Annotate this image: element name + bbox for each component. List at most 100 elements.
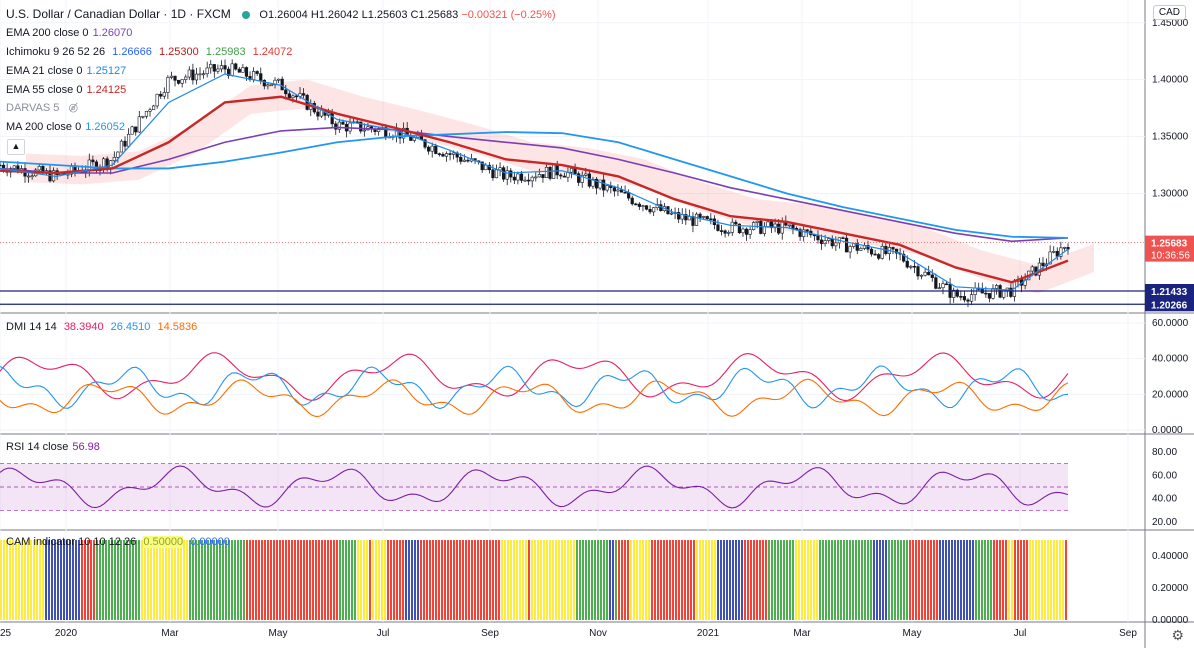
cam-bar	[747, 540, 749, 620]
candle-body	[991, 288, 995, 299]
cam-bar	[717, 540, 719, 620]
cam-bar	[726, 540, 728, 620]
legend-cam[interactable]: CAM indicator 10 10 12 26 0.50000 0.0000…	[6, 536, 230, 548]
legend-ema21[interactable]: EMA 21 close 0 1.25127	[6, 65, 127, 77]
candle-body	[141, 115, 145, 118]
legend-ema55[interactable]: EMA 55 close 0 1.24125	[6, 84, 127, 96]
cam-tick-label: 0.20000	[1152, 583, 1189, 594]
cam-bar	[495, 540, 497, 620]
cam-bar	[156, 540, 158, 620]
cam-bar	[456, 540, 458, 620]
candle-body	[502, 167, 506, 180]
cam-bar	[567, 540, 569, 620]
cam-bar	[684, 540, 686, 620]
cam-bar	[300, 540, 302, 620]
eye-hidden-icon[interactable]: ◎̸	[68, 102, 79, 114]
candle-body	[823, 240, 827, 244]
candle-body	[744, 228, 749, 235]
cam-bar	[510, 540, 512, 620]
cam-bar	[897, 540, 899, 620]
candle-body	[452, 152, 456, 155]
cam-bar	[57, 540, 59, 620]
candle-body	[137, 116, 141, 133]
cam-bar	[783, 540, 785, 620]
cam-bar	[72, 540, 74, 620]
cam-bar	[387, 540, 389, 620]
gear-icon[interactable]: ⚙	[1171, 627, 1184, 643]
cam-bar	[468, 540, 470, 620]
time-tick-label: Jul	[1014, 628, 1027, 639]
cam-bar	[669, 540, 671, 620]
candle-body	[741, 228, 745, 234]
candle-body	[280, 78, 284, 91]
cam-bar	[192, 540, 194, 620]
cam-bar	[486, 540, 488, 620]
candle-body	[287, 93, 291, 98]
legend-dmi[interactable]: DMI 14 14 38.3940 26.4510 14.5836	[6, 321, 198, 333]
cam-bar	[846, 540, 848, 620]
candle-body	[184, 76, 188, 80]
cam-bar	[849, 540, 851, 620]
cam-bar	[3, 540, 5, 620]
cam-bar	[774, 540, 776, 620]
candle-body	[652, 207, 656, 213]
candle-body	[734, 221, 738, 225]
legend-ema200[interactable]: EMA 200 close 0 1.26070	[6, 27, 133, 39]
currency-button[interactable]: CAD	[1152, 5, 1186, 20]
cam-bar	[21, 540, 23, 620]
candle-body	[494, 169, 499, 179]
cam-bar	[591, 540, 593, 620]
candle-body	[562, 175, 566, 178]
current-price-tag	[1145, 235, 1194, 262]
cam-bar	[294, 540, 296, 620]
cam-bar	[723, 540, 725, 620]
cam-bar	[732, 540, 734, 620]
cam-bar	[918, 540, 920, 620]
cam-bar	[558, 540, 560, 620]
candle-body	[441, 154, 445, 157]
cam-bar	[270, 540, 272, 620]
cam-bar	[960, 540, 962, 620]
legend-rsi[interactable]: RSI 14 close 56.98	[6, 441, 100, 453]
cam-bar	[636, 540, 638, 620]
cam-bar	[114, 540, 116, 620]
cam-bar	[708, 540, 710, 620]
cam-bar	[939, 540, 941, 620]
candle-body	[91, 159, 95, 163]
candle-body	[341, 121, 345, 125]
cam-bar	[210, 540, 212, 620]
cam-bar	[705, 540, 707, 620]
candle-body	[534, 176, 538, 179]
chevron-up-icon[interactable]: ▲	[7, 139, 25, 155]
cam-bar	[498, 540, 500, 620]
cam-bar	[441, 540, 443, 620]
cam-bar	[921, 540, 923, 620]
cam-bar	[354, 540, 356, 620]
cam-bar	[978, 540, 980, 620]
cam-bar	[678, 540, 680, 620]
cam-bar	[702, 540, 704, 620]
cam-bar	[357, 540, 359, 620]
cam-bar	[381, 540, 383, 620]
legend-ma200[interactable]: MA 200 close 0 1.26052	[6, 121, 125, 133]
cam-bar	[1041, 540, 1043, 620]
legend-darvas[interactable]: DARVAS 5 ◎̸	[6, 102, 79, 114]
candle-body	[223, 65, 227, 70]
candle-body	[869, 248, 874, 255]
candle-body	[577, 173, 581, 183]
candle-body	[273, 79, 277, 86]
cam-bar	[141, 540, 143, 620]
cam-bar	[792, 540, 794, 620]
cam-bar	[762, 540, 764, 620]
cam-bar	[729, 540, 731, 620]
cam-bar	[504, 540, 506, 620]
cam-bar	[405, 540, 407, 620]
cam-bar	[507, 540, 509, 620]
cam-bar	[195, 540, 197, 620]
candle-body	[530, 176, 534, 182]
cam-bar	[993, 540, 995, 620]
legend-ichimoku[interactable]: Ichimoku 9 26 52 26 1.26666 1.25300 1.25…	[6, 46, 293, 58]
cam-bar	[696, 540, 698, 620]
candle-body	[580, 175, 584, 183]
